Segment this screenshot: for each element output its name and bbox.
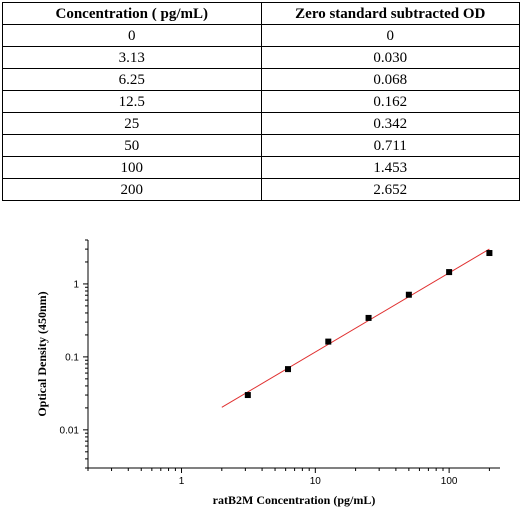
ticks: 1 10 100 0.01 0.1 1 — [60, 239, 490, 487]
fit-line-group — [221, 248, 490, 408]
fit-line — [221, 248, 490, 408]
od-cell: 0.711 — [260, 134, 520, 157]
data-point — [244, 392, 251, 399]
table-row: 200 2.652 — [2, 178, 520, 201]
od-cell: 0.068 — [260, 68, 520, 91]
od-cell: 0.342 — [260, 112, 520, 135]
data-point — [446, 269, 453, 276]
od-cell: 0.030 — [260, 46, 520, 69]
od-cell: 0 — [260, 24, 520, 47]
concentration-cell: 6.25 — [2, 68, 262, 91]
x-tick-label: 1 — [179, 476, 185, 487]
y-axis-label: Optical Density (450nm) — [35, 291, 49, 416]
table-row: 12.5 0.162 — [2, 90, 520, 113]
column-header-concentration: Concentration ( pg/mL) — [2, 2, 262, 25]
od-cell: 0.162 — [260, 90, 520, 113]
x-tick-label: 10 — [310, 476, 322, 487]
y-tick-label: 1 — [73, 279, 79, 290]
axes — [87, 240, 500, 469]
data-points — [244, 250, 493, 399]
standard-curve-table: Concentration ( pg/mL) Zero standard sub… — [2, 2, 520, 201]
table-row: 100 1.453 — [2, 156, 520, 179]
data-point — [365, 314, 372, 321]
table-header-row: Concentration ( pg/mL) Zero standard sub… — [2, 2, 520, 25]
concentration-cell: 200 — [2, 178, 262, 201]
column-header-od: Zero standard subtracted OD — [260, 2, 520, 25]
x-tick-label: 100 — [441, 476, 458, 487]
table-row: 50 0.711 — [2, 134, 520, 157]
table-row: 25 0.342 — [2, 112, 520, 135]
concentration-cell: 0 — [2, 24, 262, 47]
data-point — [405, 291, 412, 298]
standard-curve-chart: 1 10 100 0.01 0.1 1 ratB2M Concentration (pg/… — [35, 239, 500, 507]
data-point — [285, 366, 292, 373]
y-tick-label: 0.1 — [65, 352, 79, 363]
od-cell: 2.652 — [260, 178, 520, 201]
od-cell: 1.453 — [260, 156, 520, 179]
y-tick-label: 0.01 — [60, 425, 80, 436]
concentration-cell: 100 — [2, 156, 262, 179]
data-point — [486, 250, 493, 257]
data-point — [325, 338, 332, 345]
x-axis-label: ratB2M Concentration (pg/mL) — [213, 493, 376, 507]
concentration-cell: 50 — [2, 134, 262, 157]
concentration-cell: 25 — [2, 112, 262, 135]
concentration-cell: 3.13 — [2, 46, 262, 69]
table-row: 3.13 0.030 — [2, 46, 520, 69]
concentration-cell: 12.5 — [2, 90, 262, 113]
table-row: 6.25 0.068 — [2, 68, 520, 91]
